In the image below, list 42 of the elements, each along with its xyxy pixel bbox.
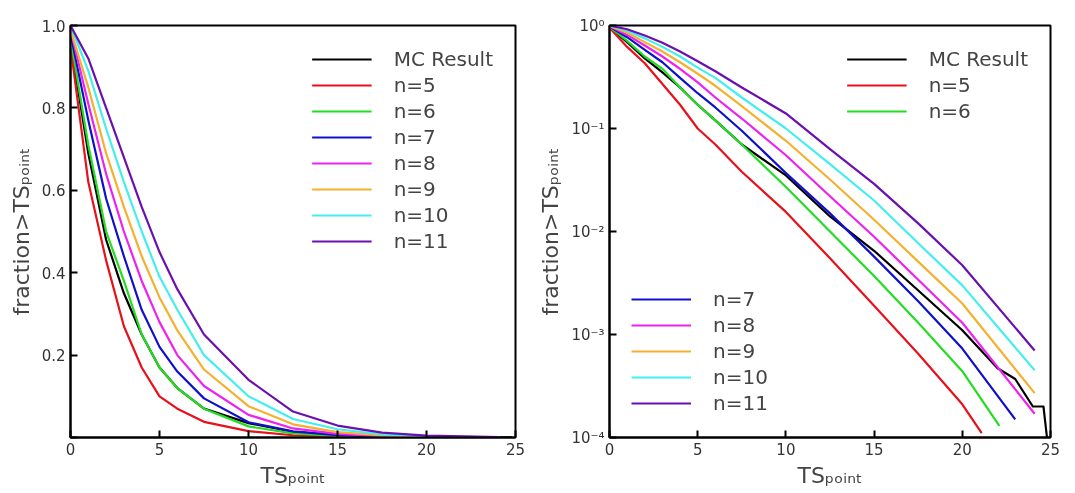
- x-tick-label: 25: [1040, 440, 1061, 459]
- legend-label: n=10: [713, 365, 768, 389]
- legend-label: n=11: [393, 229, 449, 253]
- x-tick-label: 15: [327, 440, 348, 459]
- y-tick-label: 0.2: [41, 347, 66, 366]
- legend-label: n=9: [393, 177, 436, 201]
- legend-label: n=5: [393, 73, 436, 97]
- x-axis-title: TSₚₒᵢₙₜ: [259, 462, 326, 488]
- legend-label: n=7: [713, 287, 756, 311]
- legend-label: n=11: [713, 391, 768, 415]
- x-tick-label: 20: [416, 440, 437, 459]
- y-tick-label: 10⁻¹: [571, 119, 605, 138]
- x-tick-label: 20: [952, 440, 972, 459]
- legend-label: MC Result: [928, 47, 1028, 71]
- legend-label: n=6: [928, 99, 971, 123]
- y-tick-label: 10⁻⁴: [571, 428, 605, 447]
- y-tick-label: 0.8: [41, 99, 66, 118]
- legend-label: n=9: [713, 339, 756, 363]
- x-tick-label: 25: [505, 440, 526, 459]
- legend-label: n=10: [393, 203, 449, 227]
- y-axis-title: fraction>TSₚₒᵢₙₜ: [8, 147, 34, 316]
- x-axis-title: TSₚₒᵢₙₜ: [796, 462, 863, 488]
- y-tick-label: 1.0: [41, 17, 66, 36]
- x-tick-label: 0: [604, 440, 615, 459]
- y-tick-label: 0.4: [41, 264, 66, 283]
- legend-label: n=5: [928, 73, 971, 97]
- y-tick-label: 0.6: [41, 182, 66, 201]
- x-tick-label: 10: [238, 440, 259, 459]
- y-axis-title: fraction>TSₚₒᵢₙₜ: [538, 147, 564, 316]
- y-tick-label: 10⁰: [579, 16, 605, 35]
- x-tick-label: 10: [776, 440, 796, 459]
- x-tick-label: 5: [154, 440, 165, 459]
- legend-label: MC Result: [393, 47, 493, 71]
- legend-label: n=6: [393, 99, 436, 123]
- y-tick-label: 10⁻³: [571, 325, 605, 344]
- x-tick-label: 0: [65, 440, 76, 459]
- legend-label: n=8: [713, 313, 756, 337]
- y-tick-label: 10⁻²: [571, 222, 605, 241]
- legend-label: n=7: [393, 125, 436, 149]
- legend-label: n=8: [393, 151, 436, 175]
- x-tick-label: 5: [692, 440, 703, 459]
- x-tick-label: 15: [864, 440, 884, 459]
